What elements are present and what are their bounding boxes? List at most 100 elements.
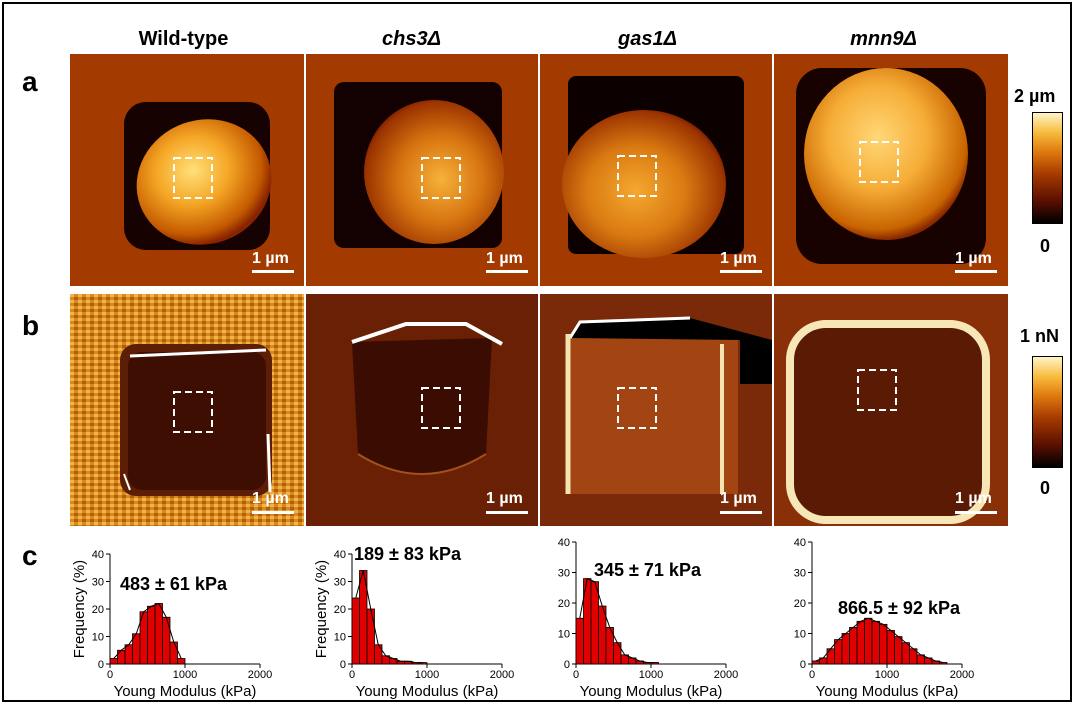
x-tick-label: 1000 bbox=[639, 669, 663, 681]
height-image-chs3 bbox=[306, 54, 538, 286]
scale-bar bbox=[955, 270, 997, 273]
histogram-bar bbox=[879, 623, 888, 665]
row-label-b: b bbox=[22, 310, 40, 341]
y-tick-label: 30 bbox=[794, 568, 806, 580]
scale-bar bbox=[252, 511, 294, 514]
y-tick-label: 40 bbox=[558, 537, 570, 549]
y-tick-label: 30 bbox=[334, 577, 346, 589]
histogram-bar bbox=[841, 633, 850, 665]
y-tick-label: 30 bbox=[558, 568, 570, 580]
x-tick-label: 2000 bbox=[490, 669, 514, 681]
y-tick-label: 30 bbox=[92, 577, 104, 589]
fit-curve bbox=[355, 570, 424, 664]
x-axis-label: Young Modulus (kPa) bbox=[114, 683, 257, 700]
histogram-bar bbox=[575, 617, 584, 665]
scale-bar-label: 1 µm bbox=[486, 250, 523, 267]
scale-bar bbox=[955, 511, 997, 514]
y-tick-label: 10 bbox=[794, 629, 806, 641]
modulus-value-wild-type: 483 ± 61 kPa bbox=[120, 574, 227, 594]
histogram-bar bbox=[886, 630, 895, 665]
histogram-gas1: 0 10 20 30 40 0 1000 2000 Young Modulus (kPa) bbox=[558, 537, 738, 700]
histogram-wild-type: 0 10 20 30 40 0 1000 2000 Young Modulus (kPa) Fre… bbox=[71, 549, 272, 700]
force-image-wild-type bbox=[70, 294, 304, 526]
histogram-bar bbox=[351, 597, 360, 665]
modulus-value-gas1: 345 ± 71 kPa bbox=[594, 560, 701, 580]
scale-bar-label: 1 µm bbox=[252, 250, 289, 267]
row-label-c: c bbox=[22, 540, 38, 571]
y-tick-label: 40 bbox=[334, 549, 346, 561]
height-image-mnn9 bbox=[774, 54, 1008, 286]
column-header-wild-type: Wild-type bbox=[138, 28, 229, 50]
histogram-bar bbox=[590, 581, 599, 665]
colorbar-b-min-label: 0 bbox=[1040, 478, 1051, 498]
histogram-bar bbox=[613, 642, 622, 665]
scale-bar bbox=[486, 270, 528, 273]
histogram-mnn9: 0 10 20 30 40 0 1000 2000 Young Modulus (kPa) bbox=[794, 537, 974, 700]
histogram-bar bbox=[826, 648, 835, 665]
y-axis-label: Frequency (%) bbox=[71, 560, 88, 658]
histogram-bar bbox=[811, 660, 820, 665]
histogram-chs3: 0 10 20 30 40 0 1000 2000 Young Modulus (kPa) Fre… bbox=[313, 549, 514, 700]
histogram-bar bbox=[864, 617, 873, 665]
y-axis-label: Frequency (%) bbox=[313, 560, 330, 658]
scale-bar bbox=[252, 270, 294, 273]
scale-bar-label: 1 µm bbox=[720, 250, 757, 267]
force-image-gas1 bbox=[540, 294, 772, 526]
histogram-bar bbox=[939, 662, 948, 665]
histogram-bar bbox=[849, 627, 858, 665]
y-tick-label: 40 bbox=[92, 549, 104, 561]
scale-bar-label: 1 µm bbox=[955, 250, 992, 267]
column-header-chs3: chs3Δ bbox=[381, 28, 441, 50]
y-tick-label: 0 bbox=[98, 659, 104, 671]
x-axis-label: Young Modulus (kPa) bbox=[580, 683, 723, 700]
x-axis-label: Young Modulus (kPa) bbox=[356, 683, 499, 700]
x-tick-label: 1000 bbox=[875, 669, 899, 681]
x-tick-label: 2000 bbox=[248, 669, 272, 681]
colorbar-a-max-label: 2 µm bbox=[1014, 86, 1056, 106]
y-tick-label: 0 bbox=[800, 659, 806, 671]
colorbar-b bbox=[1032, 356, 1063, 468]
histogram-bar bbox=[124, 644, 133, 665]
histogram-bar bbox=[366, 608, 375, 665]
x-tick-label: 0 bbox=[573, 669, 579, 681]
y-tick-label: 0 bbox=[564, 659, 570, 671]
histogram-bar bbox=[374, 644, 383, 665]
y-tick-label: 10 bbox=[334, 632, 346, 644]
colorbar-a-min-label: 0 bbox=[1040, 236, 1051, 256]
y-tick-label: 20 bbox=[558, 598, 570, 610]
row-label-a: a bbox=[22, 66, 38, 97]
scale-bar-label: 1 µm bbox=[252, 490, 289, 507]
force-image-mnn9 bbox=[774, 294, 1008, 526]
histogram-bar bbox=[109, 658, 118, 665]
scale-bar bbox=[720, 270, 762, 273]
scale-bar-label: 1 µm bbox=[720, 490, 757, 507]
y-tick-label: 10 bbox=[92, 632, 104, 644]
scale-bar bbox=[486, 511, 528, 514]
force-image-chs3 bbox=[306, 294, 538, 526]
column-header-mnn9: mnn9Δ bbox=[850, 28, 917, 50]
x-axis-label: Young Modulus (kPa) bbox=[816, 683, 959, 700]
x-tick-label: 0 bbox=[349, 669, 355, 681]
modulus-value-chs3: 189 ± 83 kPa bbox=[354, 544, 461, 564]
histogram-bar bbox=[117, 649, 126, 665]
histogram-bar bbox=[856, 620, 865, 665]
scale-bar bbox=[720, 511, 762, 514]
y-tick-label: 0 bbox=[340, 659, 346, 671]
x-tick-label: 1000 bbox=[415, 669, 439, 681]
x-tick-label: 0 bbox=[107, 669, 113, 681]
scale-bar-label: 1 µm bbox=[486, 490, 523, 507]
colorbar-a bbox=[1032, 112, 1063, 224]
modulus-value-mnn9: 866.5 ± 92 kPa bbox=[838, 598, 960, 618]
fit-curve bbox=[579, 577, 655, 663]
height-image-gas1 bbox=[540, 54, 772, 286]
histogram-bar bbox=[154, 603, 163, 665]
y-tick-label: 20 bbox=[92, 604, 104, 616]
x-tick-label: 2000 bbox=[950, 669, 974, 681]
fit-curve bbox=[113, 602, 182, 659]
x-tick-label: 1000 bbox=[173, 669, 197, 681]
histogram-bar bbox=[177, 658, 186, 665]
histogram-bar bbox=[169, 641, 178, 665]
x-tick-label: 2000 bbox=[714, 669, 738, 681]
x-tick-label: 0 bbox=[809, 669, 815, 681]
